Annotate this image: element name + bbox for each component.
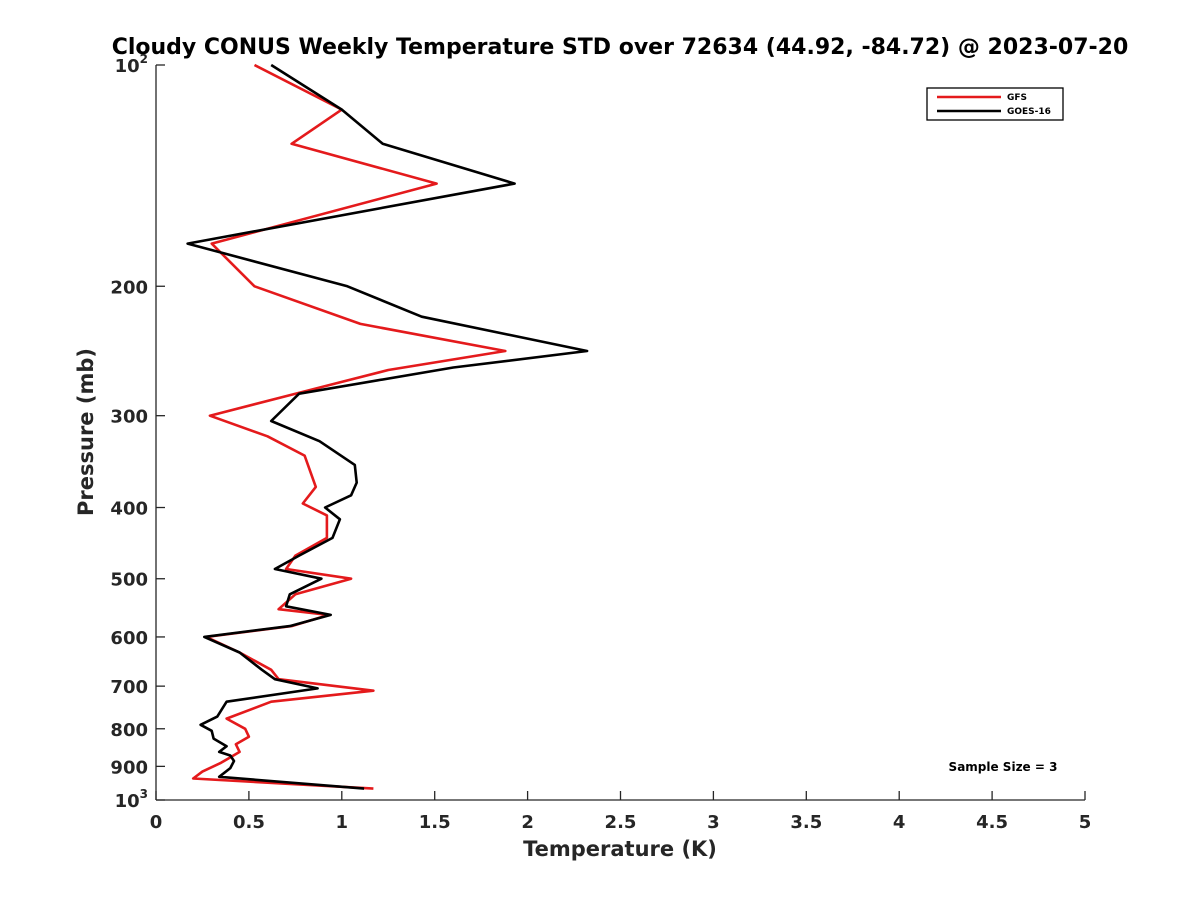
y-tick-label: 102 <box>115 52 148 77</box>
x-tick-label: 4.5 <box>976 812 1008 833</box>
x-tick-label: 3.5 <box>790 812 822 833</box>
x-tick-label: 1 <box>336 812 349 833</box>
y-axis-label: Pressure (mb) <box>74 348 98 516</box>
x-axis-label: Temperature (K) <box>523 837 717 861</box>
y-tick-exponent: 3 <box>140 787 148 801</box>
x-tick-label: 3 <box>707 812 720 833</box>
y-tick-label: 900 <box>110 757 148 778</box>
x-tick-label: 5 <box>1079 812 1092 833</box>
y-tick-label: 103 <box>115 787 148 812</box>
y-tick-base: 10 <box>115 56 140 77</box>
series-layer <box>186 63 589 790</box>
x-tick-label: 0 <box>150 812 163 833</box>
y-tick-label: 200 <box>110 277 148 298</box>
sample-size-annotation: Sample Size = 3 <box>949 760 1058 774</box>
y-tick-label: 500 <box>110 570 148 591</box>
x-tick-label: 2.5 <box>605 812 637 833</box>
series-line-gfs <box>191 63 507 790</box>
y-tick-label: 800 <box>110 720 148 741</box>
legend-label: GOES-16 <box>1007 107 1051 117</box>
y-tick-exponent: 2 <box>140 52 148 66</box>
y-tick-base: 10 <box>115 791 140 812</box>
x-tick-label: 2 <box>521 812 534 833</box>
legend-box <box>926 87 1064 121</box>
y-tick-label: 700 <box>110 677 148 698</box>
x-ticks: 0 0.5 1 1.5 2 2.5 3 3.5 4 4.5 5 <box>150 791 1092 833</box>
y-tick-label: 400 <box>110 499 148 520</box>
chart-title: Cloudy CONUS Weekly Temperature STD over… <box>112 35 1129 60</box>
x-tick-label: 1.5 <box>419 812 451 833</box>
legend: GFS GOES-16 <box>926 87 1064 121</box>
x-tick-label: 0.5 <box>233 812 265 833</box>
y-tick-label: 300 <box>110 407 148 428</box>
series-line-goes-16 <box>186 63 589 790</box>
x-tick-label: 4 <box>893 812 906 833</box>
legend-label: GFS <box>1007 93 1027 103</box>
y-tick-label: 600 <box>110 628 148 649</box>
